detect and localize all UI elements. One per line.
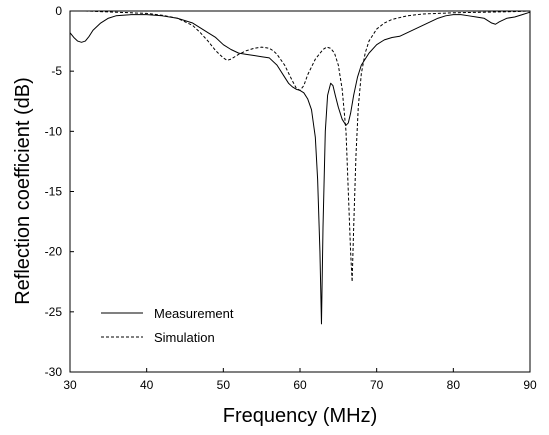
y-axis-title: Reflection coefficient (dB) [12, 77, 34, 305]
x-tick-label: 40 [140, 378, 154, 392]
legend: Measurement Simulation [101, 306, 234, 345]
x-tick-label: 90 [523, 378, 537, 392]
x-tick-label: 70 [370, 378, 384, 392]
y-axis-ticks: 0 -5 -10 -15 -20 -25 -30 [45, 4, 74, 379]
legend-label-simulation: Simulation [154, 330, 215, 345]
y-tick-label: 0 [55, 4, 62, 18]
y-tick-label: -25 [45, 305, 63, 319]
series-line-simulation [70, 10, 531, 283]
x-tick-label: 50 [217, 378, 231, 392]
x-tick-label: 30 [63, 378, 77, 392]
x-tick-label: 60 [293, 378, 307, 392]
x-axis-title: Frequency (MHz) [223, 405, 377, 427]
y-tick-label: -5 [51, 64, 62, 78]
x-tick-label: 80 [447, 378, 461, 392]
legend-label-measurement: Measurement [154, 306, 234, 321]
series-layer [69, 10, 531, 325]
y-tick-label: -20 [45, 245, 63, 259]
series-line-measurement [69, 11, 531, 325]
y-tick-label: -30 [45, 365, 63, 379]
y-tick-label: -15 [45, 185, 63, 199]
x-axis-ticks: 30 40 50 60 70 80 90 [63, 368, 537, 392]
plot-area-frame [69, 10, 531, 373]
y-tick-label: -10 [45, 124, 63, 138]
